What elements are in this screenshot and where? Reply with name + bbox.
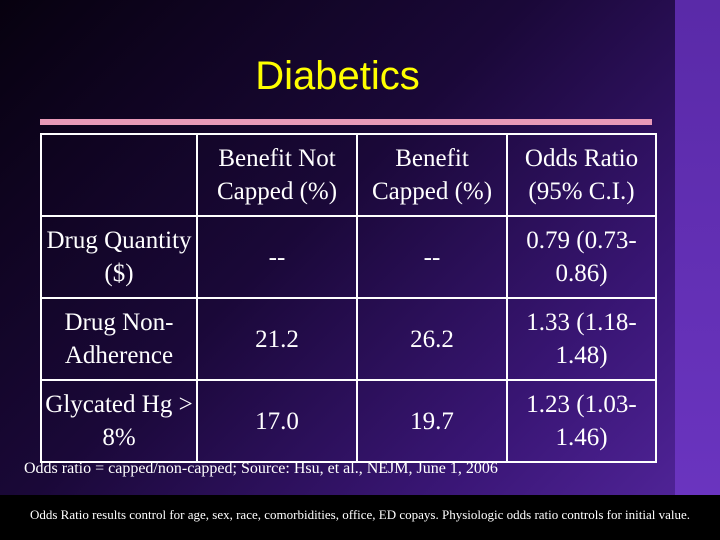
cell-not-capped: 21.2 bbox=[196, 297, 358, 381]
table-row: Glycated Hg > 8% 17.0 19.7 1.23 (1.03-1.… bbox=[40, 379, 657, 463]
cell-capped: -- bbox=[356, 215, 508, 299]
cell-capped: 26.2 bbox=[356, 297, 508, 381]
row-label: Glycated Hg > 8% bbox=[40, 379, 198, 463]
cell-odds-ratio: 0.79 (0.73-0.86) bbox=[506, 215, 657, 299]
right-edge-band bbox=[675, 0, 720, 495]
title-divider bbox=[40, 119, 652, 125]
header-benefit-capped: Benefit Capped (%) bbox=[356, 133, 508, 217]
source-footnote: Odds ratio = capped/non-capped; Source: … bbox=[24, 460, 498, 477]
table-header-row: Benefit Not Capped (%) Benefit Capped (%… bbox=[40, 133, 657, 217]
table-row: Drug Non-Adherence 21.2 26.2 1.33 (1.18-… bbox=[40, 297, 657, 381]
cell-not-capped: -- bbox=[196, 215, 358, 299]
cell-capped: 19.7 bbox=[356, 379, 508, 463]
cell-odds-ratio: 1.33 (1.18-1.48) bbox=[506, 297, 657, 381]
row-label: Drug Non-Adherence bbox=[40, 297, 198, 381]
bottom-note: Odds Ratio results control for age, sex,… bbox=[29, 507, 691, 522]
results-table: Benefit Not Capped (%) Benefit Capped (%… bbox=[40, 133, 657, 463]
slide-title: Diabetics bbox=[255, 54, 420, 98]
bottom-edge-band bbox=[0, 495, 720, 540]
header-cell-empty bbox=[40, 133, 198, 217]
cell-not-capped: 17.0 bbox=[196, 379, 358, 463]
cell-odds-ratio: 1.23 (1.03-1.46) bbox=[506, 379, 657, 463]
header-odds-ratio: Odds Ratio (95% C.I.) bbox=[506, 133, 657, 217]
row-label: Drug Quantity ($) bbox=[40, 215, 198, 299]
header-benefit-not-capped: Benefit Not Capped (%) bbox=[196, 133, 358, 217]
table-row: Drug Quantity ($) -- -- 0.79 (0.73-0.86) bbox=[40, 215, 657, 299]
